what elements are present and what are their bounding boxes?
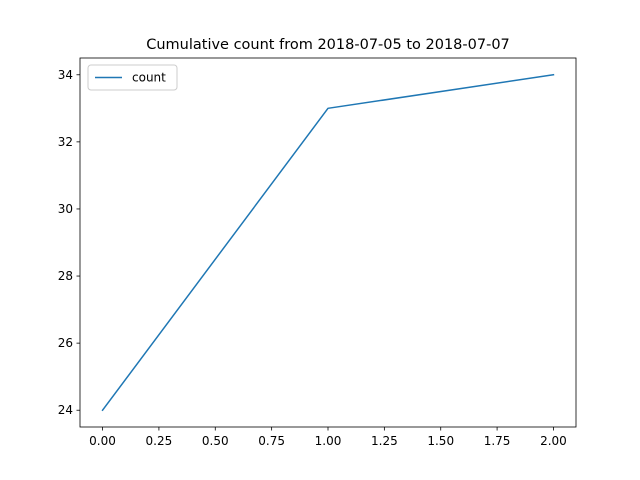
x-tick-label: 1.25 [371, 434, 398, 448]
y-tick-label: 32 [58, 135, 73, 149]
y-tick-label: 26 [58, 336, 73, 350]
chart-title: Cumulative count from 2018-07-05 to 2018… [146, 37, 510, 53]
x-tick-label: 0.75 [258, 434, 285, 448]
x-tick-label: 1.00 [315, 434, 342, 448]
y-tick-label: 30 [58, 202, 73, 216]
legend-label-count: count [132, 71, 166, 85]
y-tick-label: 34 [58, 68, 73, 82]
x-tick-label: 1.50 [427, 434, 454, 448]
x-tick-label: 0.25 [146, 434, 173, 448]
x-tick-label: 0.50 [202, 434, 229, 448]
x-tick-label: 2.00 [540, 434, 567, 448]
series-line-count [101, 73, 555, 412]
x-tick-label: 0.00 [89, 434, 116, 448]
axes: 0.00 0.25 0.50 0.75 1.00 1.25 1.50 1.75 2.00 24 26… [58, 57, 577, 448]
y-tick-label: 24 [58, 403, 73, 417]
legend-box [87, 64, 178, 91]
plot-area [101, 73, 555, 412]
x-tick-label: 1.75 [484, 434, 511, 448]
y-tick-label: 28 [58, 269, 73, 283]
legend: count [87, 64, 178, 91]
